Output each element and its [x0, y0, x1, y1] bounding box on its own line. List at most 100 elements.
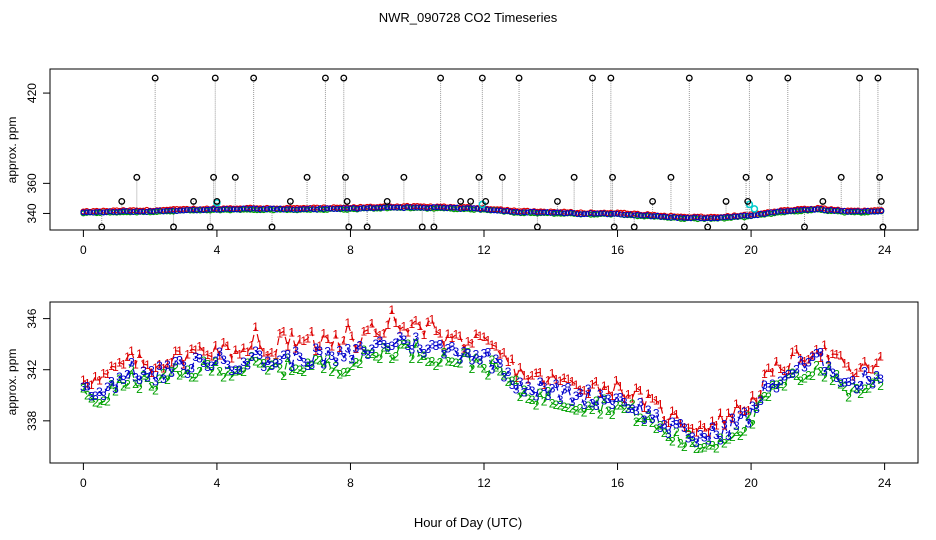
series-2-marker: 2 — [837, 377, 844, 391]
baseline-point — [527, 208, 534, 215]
series-1-marker: 1 — [613, 373, 620, 387]
series-1-marker: 1 — [601, 379, 608, 393]
series-3-marker: 3 — [589, 396, 596, 410]
series-1-marker: 1 — [433, 324, 440, 338]
baseline-point — [854, 208, 861, 215]
series-1-marker: 1 — [80, 373, 87, 387]
series-1-marker: 1 — [300, 334, 307, 348]
series-1-marker: 1 — [352, 342, 359, 356]
series-2-marker: 2 — [320, 362, 327, 376]
series-1-marker: 1 — [665, 416, 672, 430]
baseline-point — [674, 214, 681, 221]
top-panel: 0 4 8 12 16 20 24 340 360 420 approx. ppm — [5, 68, 919, 257]
series-2-marker: 2 — [208, 364, 215, 378]
series-1-marker: 1 — [681, 421, 688, 435]
series-1-marker: 1 — [505, 355, 512, 369]
series-1-marker: 1 — [741, 404, 748, 418]
series-1-marker: 1 — [485, 334, 492, 348]
series-2-marker: 2 — [789, 366, 796, 380]
series-2-marker: 2 — [393, 350, 400, 364]
series-2-marker: 2 — [308, 359, 315, 373]
series-3-marker: 3 — [541, 380, 548, 394]
series-1-marker: 1 — [200, 344, 207, 358]
series-1-marker: 1 — [517, 361, 524, 375]
baseline-point — [621, 211, 628, 218]
series-3-marker: 3 — [689, 430, 696, 444]
baseline-point — [310, 206, 317, 213]
series-2-marker: 2 — [865, 382, 872, 396]
series-1-marker: 1 — [493, 339, 500, 353]
series-3-marker: 3 — [761, 378, 768, 392]
baseline-point — [127, 208, 134, 215]
y-tick-label: 342 — [25, 359, 39, 379]
series-3-marker: 3 — [96, 385, 103, 399]
series-1-marker: 1 — [469, 337, 476, 351]
series-2-marker: 2 — [605, 404, 612, 418]
series-2-marker: 2 — [573, 403, 580, 417]
baseline-point — [741, 212, 748, 219]
baseline-point — [641, 212, 648, 219]
series-1-marker: 1 — [308, 324, 315, 338]
series-1-marker: 1 — [677, 416, 684, 430]
series-2-marker: 2 — [316, 353, 323, 367]
series-3-marker: 3 — [665, 427, 672, 441]
x-tick-label: 4 — [214, 243, 221, 257]
series-3-marker: 3 — [124, 368, 131, 382]
series-1-marker: 1 — [172, 344, 179, 358]
series-3-marker: 3 — [376, 334, 383, 348]
series-3-marker: 3 — [236, 363, 243, 377]
series-1-marker: 1 — [685, 421, 692, 435]
series-1-marker: 1 — [705, 426, 712, 440]
series-1-marker: 1 — [453, 328, 460, 342]
series-2-marker: 2 — [857, 387, 864, 401]
baseline-point — [587, 210, 594, 217]
series-1-marker: 1 — [561, 371, 568, 385]
series-2-marker: 2 — [224, 365, 231, 379]
series-3-marker: 3 — [320, 358, 327, 372]
series-3-marker: 3 — [813, 347, 820, 361]
series-3-marker: 3 — [629, 402, 636, 416]
series-2-marker: 2 — [240, 365, 247, 379]
baseline-point — [100, 209, 107, 216]
series-3-marker: 3 — [685, 431, 692, 445]
series-1-marker: 1 — [805, 352, 812, 366]
top-y-axis-label: approx. ppm — [5, 117, 19, 184]
series-2-marker: 2 — [300, 365, 307, 379]
series-3-marker: 3 — [489, 363, 496, 377]
series-2-marker: 2 — [533, 398, 540, 412]
baseline-point — [778, 208, 785, 215]
baseline-point — [704, 215, 711, 222]
series-1-marker: 1 — [316, 339, 323, 353]
series-1-marker: 1 — [356, 339, 363, 353]
baseline-point — [294, 206, 301, 213]
baseline-point — [187, 206, 194, 213]
series-2-marker: 2 — [413, 337, 420, 351]
series-3-marker: 3 — [324, 344, 331, 358]
bottom-markers: 1111111111111111111111111111111111111111… — [80, 303, 884, 456]
series-2-marker: 2 — [244, 356, 251, 370]
series-2-marker: 2 — [781, 380, 788, 394]
baseline-point — [350, 205, 357, 212]
series-3-marker: 3 — [152, 375, 159, 389]
outlier-point — [553, 197, 561, 205]
series-2-marker: 2 — [861, 382, 868, 396]
baseline-point — [614, 210, 621, 217]
series-3-marker: 3 — [276, 353, 283, 367]
series-2-marker: 2 — [381, 341, 388, 355]
baseline-point — [117, 208, 124, 215]
baseline-point — [874, 208, 881, 215]
y-tick-label: 338 — [25, 411, 39, 431]
series-1-marker: 1 — [709, 414, 716, 428]
outlier-point — [342, 173, 349, 181]
baseline-point — [260, 205, 267, 212]
x-tick-label: 4 — [214, 476, 221, 490]
series-2-marker: 2 — [144, 371, 151, 385]
series-3-marker: 3 — [108, 374, 115, 388]
series-1-marker: 1 — [621, 392, 628, 406]
series-2-marker: 2 — [745, 409, 752, 423]
outlier-point — [250, 74, 258, 82]
series-2-marker: 2 — [793, 369, 800, 383]
series-2-marker: 2 — [769, 379, 776, 393]
baseline-point — [791, 207, 798, 214]
series-1-marker: 1 — [88, 378, 95, 392]
